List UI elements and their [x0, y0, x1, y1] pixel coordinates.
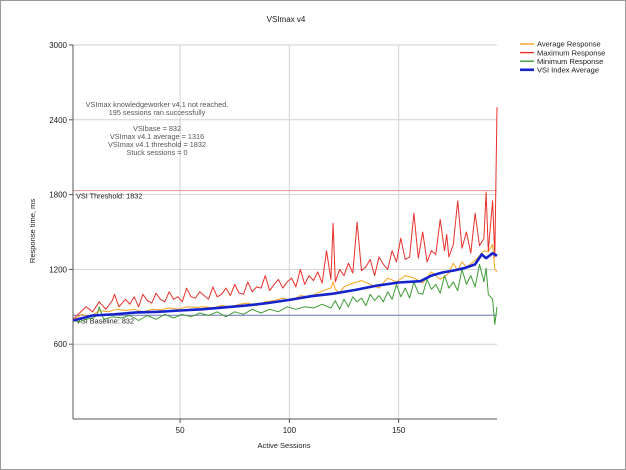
- series-line-vsi-index-average: [72, 251, 498, 322]
- y-tick-label: 1200: [49, 265, 67, 274]
- y-axis-title: Response time, ms: [28, 199, 37, 263]
- summary-notes: VSImax knowledgeworker v4.1 not reached.…: [86, 100, 229, 157]
- note-line: VSIbase = 832: [133, 124, 181, 133]
- note-line: VSImax v4.1 threshold = 1832: [108, 140, 206, 149]
- x-tick-label: 100: [283, 426, 297, 435]
- note-line: 195 sessions ran successfully: [109, 108, 206, 117]
- reference-lines: VSI Threshold: 1832 VSI Baseline: 832: [73, 190, 497, 325]
- note-line: VSImax v4.1 average = 1316: [110, 132, 204, 141]
- series-line-maximum-response: [72, 107, 498, 320]
- legend-label: Minimum Response: [537, 57, 603, 66]
- x-tick-label: 150: [392, 426, 406, 435]
- series-line-minimum-response: [72, 263, 498, 325]
- legend-label: VSI Index Average: [537, 66, 599, 75]
- note-line: VSImax knowledgeworker v4.1 not reached.: [86, 100, 229, 109]
- legend-label: Maximum Response: [537, 48, 605, 57]
- series-lines: [72, 107, 498, 325]
- legend-label: Average Response: [537, 40, 601, 49]
- note-line: Stuck sessions = 0: [126, 148, 187, 157]
- y-tick-label: 1800: [49, 191, 67, 200]
- grid: [73, 44, 497, 419]
- vsi-threshold-label: VSI Threshold: 1832: [76, 192, 142, 201]
- y-tick-label: 600: [54, 340, 68, 349]
- chart-title: VSImax v4: [267, 15, 306, 24]
- axes: [69, 44, 497, 423]
- y-tick-label: 3000: [49, 41, 67, 50]
- tick-labels: 600 1200 1800 2400 3000 50 100 150: [49, 41, 406, 435]
- series-line-average-response: [72, 244, 498, 321]
- x-tick-label: 50: [176, 426, 185, 435]
- y-tick-label: 2400: [49, 116, 67, 125]
- x-axis-title: Active Sessions: [258, 441, 311, 450]
- vsi-baseline-label: VSI Baseline: 832: [76, 316, 134, 325]
